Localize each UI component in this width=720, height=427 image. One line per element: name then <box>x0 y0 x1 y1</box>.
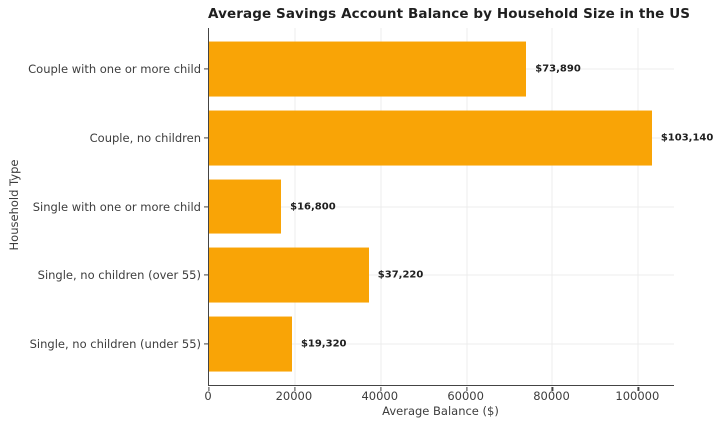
y-tick-mark <box>203 205 208 208</box>
x-tick-labels: 0 20000 40000 60000 80000 100000 <box>204 389 673 403</box>
bar-2 <box>209 110 652 166</box>
x-tick-mark <box>294 387 296 391</box>
x-tick-label: 60000 <box>447 389 484 403</box>
x-tick-label: 0 <box>204 389 212 403</box>
x-tick-label: 80000 <box>533 389 570 403</box>
y-tick-label: Single, no children (under 55) <box>29 336 201 351</box>
x-tick-mark <box>551 387 554 391</box>
bar-value-label: $103,140 <box>660 132 714 144</box>
bar-5 <box>209 316 292 372</box>
y-tick-label: Single, no children (over 55) <box>37 268 201 283</box>
plot-area: $73,890 $103,140 $16,800 $37,220 $19,320 <box>203 28 713 391</box>
y-tick-mark <box>203 137 208 139</box>
gridline-horizontal <box>209 343 674 345</box>
chart-title: Average Savings Account Balance by House… <box>208 6 691 22</box>
bar-3 <box>209 179 282 234</box>
bar-value-label: $73,890 <box>535 63 581 75</box>
x-tick-mark <box>380 387 382 391</box>
y-tick-label: Couple, no children <box>89 130 201 145</box>
bar-4 <box>209 247 369 303</box>
y-tick-mark <box>203 68 208 70</box>
x-tick-mark <box>208 387 210 391</box>
bar-1 <box>209 41 527 97</box>
gridline-horizontal <box>209 274 674 276</box>
x-tick-mark <box>466 387 468 391</box>
y-tick-label: Couple with one or more child <box>28 62 201 77</box>
y-tick-mark <box>203 343 208 345</box>
bar-value-label: $16,800 <box>290 201 336 212</box>
bar-value-label: $19,320 <box>300 338 347 350</box>
gridline-horizontal <box>209 206 674 207</box>
y-tick-labels: Couple with one or more child Couple, no … <box>0 28 201 385</box>
x-axis-label: Average Balance ($) <box>382 404 499 418</box>
y-tick-mark <box>203 274 208 276</box>
x-tick-label: 20000 <box>275 389 313 403</box>
x-tick-label: 100000 <box>615 389 660 403</box>
bar-value-label: $37,220 <box>377 269 424 281</box>
x-tick-mark <box>637 387 639 391</box>
x-tick-label: 40000 <box>361 389 399 403</box>
y-tick-label: Single with one or more child <box>32 199 201 214</box>
